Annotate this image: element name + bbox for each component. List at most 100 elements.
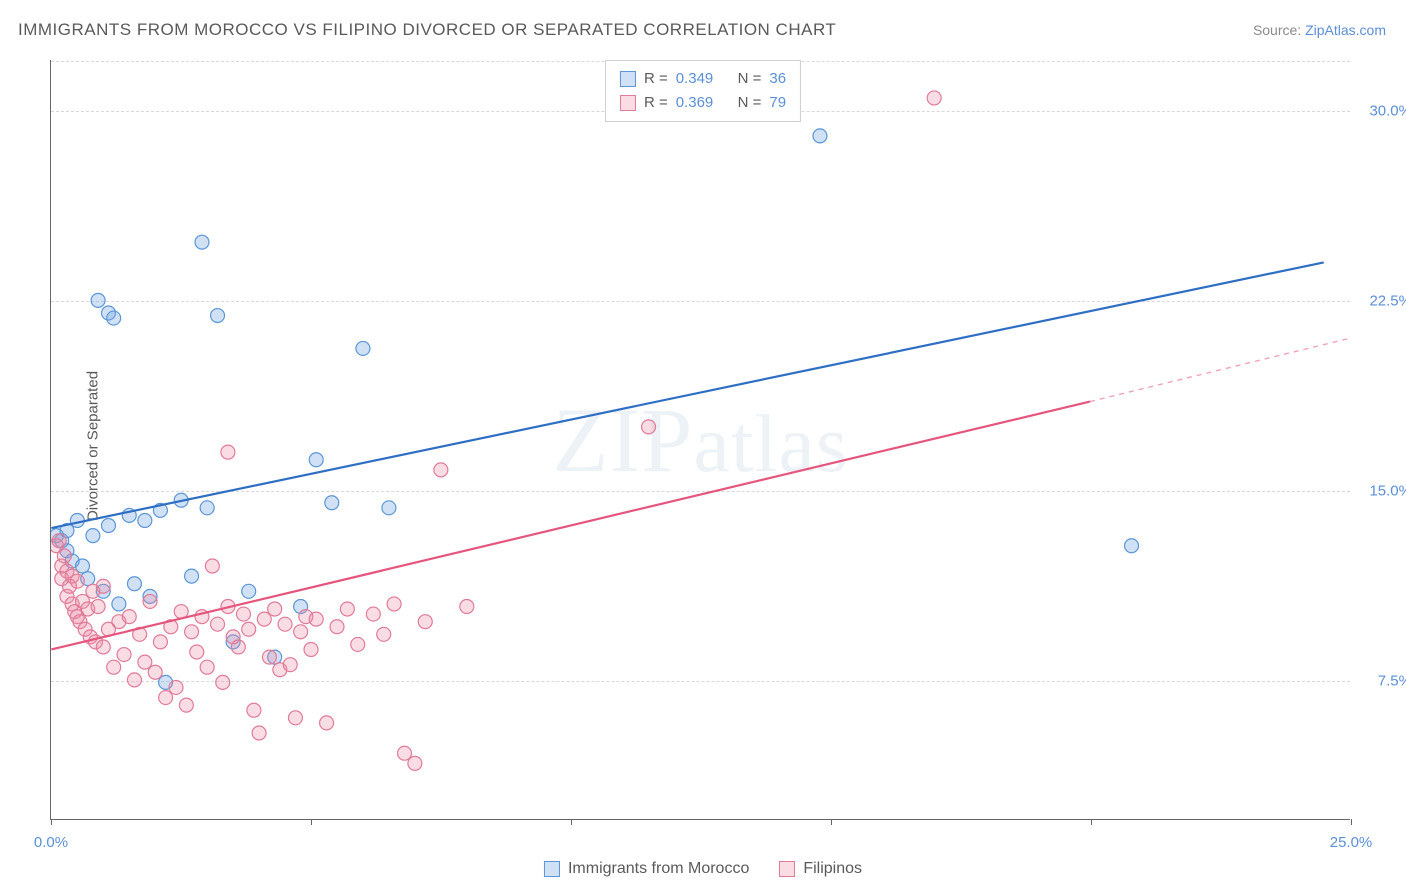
legend-item: Immigrants from Morocco xyxy=(544,860,749,878)
source-attribution: Source: ZipAtlas.com xyxy=(1253,22,1386,38)
x-tick-label: 0.0% xyxy=(34,834,68,851)
data-point xyxy=(320,716,334,730)
data-point xyxy=(418,615,432,629)
data-point xyxy=(70,574,84,588)
data-point xyxy=(366,607,380,621)
data-point xyxy=(127,577,141,591)
data-point xyxy=(231,640,245,654)
trend-line xyxy=(51,402,1090,650)
y-tick-label: 30.0% xyxy=(1357,102,1406,119)
data-point xyxy=(107,311,121,325)
data-point xyxy=(200,660,214,674)
source-link[interactable]: ZipAtlas.com xyxy=(1305,22,1386,38)
n-value: 79 xyxy=(769,91,786,115)
data-point xyxy=(387,597,401,611)
legend-row: R = 0.369 N = 79 xyxy=(620,91,786,115)
r-label: R = xyxy=(644,67,668,91)
data-point xyxy=(242,622,256,636)
data-point xyxy=(195,235,209,249)
legend-item: Filipinos xyxy=(779,860,862,878)
data-point xyxy=(221,445,235,459)
chart-title: IMMIGRANTS FROM MOROCCO VS FILIPINO DIVO… xyxy=(18,20,836,40)
data-point xyxy=(268,602,282,616)
data-point xyxy=(200,501,214,515)
data-point xyxy=(57,549,71,563)
data-point xyxy=(138,513,152,527)
legend-row: R = 0.349 N = 36 xyxy=(620,67,786,91)
data-point xyxy=(205,559,219,573)
r-value: 0.349 xyxy=(676,67,714,91)
data-point xyxy=(460,599,474,613)
n-value: 36 xyxy=(769,67,786,91)
legend-swatch xyxy=(620,95,636,111)
data-point xyxy=(70,513,84,527)
data-point xyxy=(143,594,157,608)
legend-swatch xyxy=(779,861,795,877)
data-point xyxy=(107,660,121,674)
data-point xyxy=(288,711,302,725)
data-point xyxy=(117,648,131,662)
plot-area: ZIPatlas 7.5%15.0%22.5%30.0%0.0%25.0% xyxy=(50,60,1350,820)
legend-swatch xyxy=(620,71,636,87)
x-tick-mark xyxy=(1091,819,1092,825)
data-point xyxy=(96,640,110,654)
data-point xyxy=(91,599,105,613)
x-tick-mark xyxy=(571,819,572,825)
legend-label: Immigrants from Morocco xyxy=(568,860,749,878)
data-point xyxy=(382,501,396,515)
data-point xyxy=(927,91,941,105)
data-point xyxy=(237,607,251,621)
data-point xyxy=(185,625,199,639)
legend-swatch xyxy=(544,861,560,877)
data-point xyxy=(309,612,323,626)
data-point xyxy=(252,726,266,740)
data-point xyxy=(127,673,141,687)
data-point xyxy=(356,341,370,355)
x-tick-mark xyxy=(51,819,52,825)
r-value: 0.369 xyxy=(676,91,714,115)
data-point xyxy=(169,680,183,694)
y-tick-label: 15.0% xyxy=(1357,482,1406,499)
data-point xyxy=(96,579,110,593)
data-point xyxy=(642,420,656,434)
x-tick-mark xyxy=(311,819,312,825)
n-label: N = xyxy=(738,67,762,91)
legend-correlation: R = 0.349 N = 36 R = 0.369 N = 79 xyxy=(605,60,801,122)
data-point xyxy=(1125,539,1139,553)
n-label: N = xyxy=(738,91,762,115)
data-point xyxy=(330,620,344,634)
data-point xyxy=(813,129,827,143)
source-prefix: Source: xyxy=(1253,22,1305,38)
legend-label: Filipinos xyxy=(803,860,862,878)
data-point xyxy=(112,597,126,611)
data-point xyxy=(101,519,115,533)
data-point xyxy=(247,703,261,717)
trend-line-dashed xyxy=(1090,338,1350,401)
data-point xyxy=(153,635,167,649)
data-point xyxy=(278,617,292,631)
data-point xyxy=(283,658,297,672)
data-point xyxy=(211,309,225,323)
data-point xyxy=(185,569,199,583)
r-label: R = xyxy=(644,91,668,115)
data-point xyxy=(52,534,66,548)
data-point xyxy=(325,496,339,510)
x-tick-mark xyxy=(1351,819,1352,825)
chart-canvas xyxy=(51,60,1350,819)
data-point xyxy=(91,293,105,307)
data-point xyxy=(122,610,136,624)
data-point xyxy=(294,625,308,639)
trend-line xyxy=(51,262,1323,528)
data-point xyxy=(86,529,100,543)
data-point xyxy=(242,584,256,598)
data-point xyxy=(148,665,162,679)
data-point xyxy=(309,453,323,467)
data-point xyxy=(216,675,230,689)
x-tick-mark xyxy=(831,819,832,825)
y-tick-label: 7.5% xyxy=(1357,672,1406,689)
data-point xyxy=(377,627,391,641)
data-point xyxy=(211,617,225,631)
data-point xyxy=(351,637,365,651)
data-point xyxy=(340,602,354,616)
data-point xyxy=(179,698,193,712)
